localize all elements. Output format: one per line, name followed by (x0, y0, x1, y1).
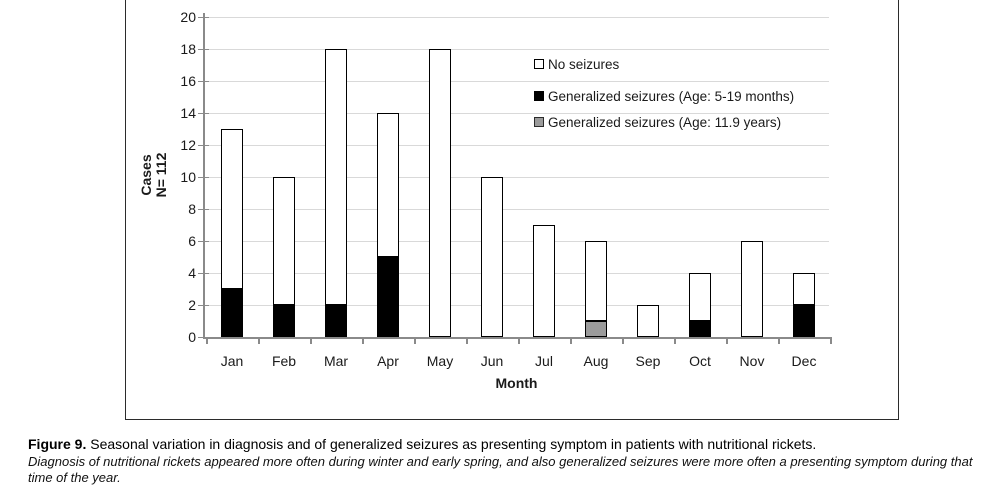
gridline-y2 (204, 304, 829, 306)
bar-segment-mar (325, 305, 347, 337)
bar-segment-oct (689, 321, 711, 337)
legend-label: Generalized seizures (Age: 5-19 months) (548, 88, 795, 104)
gridline-y12 (204, 144, 829, 146)
bar-segment-apr (377, 257, 399, 337)
bar-segment-may (429, 49, 451, 337)
bar-segment-jun (481, 177, 503, 337)
figure-caption-italic: Diagnosis of nutritional rickets appeare… (28, 454, 973, 485)
y-tick-label-10: 10 (180, 169, 196, 185)
x-axis-line (203, 336, 830, 339)
y-tick-label-2: 2 (188, 297, 196, 313)
x-tick-label-feb: Feb (271, 353, 297, 369)
legend-item-generalized-seizures-months: Generalized seizures (Age: 5-19 months) (534, 88, 794, 104)
bar-segment-mar (325, 49, 347, 305)
y-axis-title: Cases N= 112 (138, 152, 169, 198)
x-tick-label-apr: Apr (377, 353, 399, 369)
legend-swatch-black-icon (534, 91, 544, 101)
y-tick-label-6: 6 (188, 233, 196, 249)
x-tick-label-nov: Nov (739, 353, 765, 369)
bar-segment-jul (533, 225, 555, 337)
bar-segment-jan (221, 129, 243, 289)
y-tick-label-12: 12 (180, 137, 196, 153)
x-axis-tick-2 (310, 337, 312, 344)
x-axis-tick-9 (674, 337, 676, 344)
legend-swatch-gray-icon (534, 117, 544, 127)
x-tick-label-jul: Jul (535, 353, 553, 369)
x-axis-tick-0 (206, 337, 208, 344)
x-tick-label-mar: Mar (323, 353, 349, 369)
x-axis-tick-5 (466, 337, 468, 344)
legend-swatch-white-icon (534, 59, 544, 69)
x-tick-label-may: May (426, 353, 454, 369)
x-axis-title: Month (495, 375, 538, 391)
x-tick-label-oct: Oct (689, 353, 711, 369)
bar-segment-oct (689, 273, 711, 321)
bar-segment-aug (585, 241, 607, 321)
y-axis-line (203, 13, 205, 339)
y-axis-title-line1: Cases (138, 154, 154, 196)
x-tick-label-sep: Sep (635, 353, 661, 369)
chart-frame (125, 0, 899, 420)
gridline-y4 (204, 272, 829, 274)
y-tick-label-8: 8 (188, 201, 196, 217)
x-tick-label-jan: Jan (220, 353, 244, 369)
bar-segment-jan (221, 289, 243, 337)
gridline-y14 (204, 112, 829, 114)
bar-segment-feb (273, 305, 295, 337)
figure-caption: Figure 9. Seasonal variation in diagnosi… (28, 436, 990, 453)
x-axis-tick-8 (622, 337, 624, 344)
x-axis-tick-4 (414, 337, 416, 344)
y-tick-label-16: 16 (180, 73, 196, 89)
y-axis-tick-12 (198, 144, 209, 146)
legend-item-generalized-seizures-years: Generalized seizures (Age: 11.9 years) (534, 114, 781, 130)
bar-segment-apr (377, 113, 399, 257)
y-axis-title-line2: N= 112 (153, 152, 169, 198)
x-axis-tick-12 (830, 337, 832, 344)
x-axis-tick-3 (362, 337, 364, 344)
y-axis-tick-14 (198, 112, 209, 114)
y-axis-tick-18 (198, 48, 209, 50)
y-tick-label-18: 18 (180, 41, 196, 57)
gridline-y20 (204, 16, 829, 18)
gridline-y6 (204, 240, 829, 242)
x-tick-label-aug: Aug (583, 353, 609, 369)
y-tick-label-4: 4 (188, 265, 196, 281)
y-axis-tick-10 (198, 176, 209, 178)
gridline-y10 (204, 176, 829, 178)
gridline-y8 (204, 208, 829, 210)
x-axis-tick-6 (518, 337, 520, 344)
bar-segment-sep (637, 305, 659, 337)
gridline-y18 (204, 48, 829, 50)
bar-segment-feb (273, 177, 295, 305)
y-axis-tick-16 (198, 80, 209, 82)
bar-segment-dec (793, 305, 815, 337)
y-axis-tick-2 (198, 304, 209, 306)
figure-caption-label: Figure 9. (28, 436, 87, 452)
legend-item-no-seizures: No seizures (534, 56, 619, 72)
y-tick-label-0: 0 (188, 329, 196, 345)
x-tick-label-dec: Dec (791, 353, 817, 369)
bar-segment-dec (793, 273, 815, 305)
figure-caption-text: Seasonal variation in diagnosis and of g… (86, 436, 817, 452)
x-axis-tick-10 (726, 337, 728, 344)
x-axis-tick-1 (258, 337, 260, 344)
y-axis-tick-4 (198, 272, 209, 274)
bar-segment-nov (741, 241, 763, 337)
y-axis-tick-6 (198, 240, 209, 242)
y-tick-label-14: 14 (180, 105, 196, 121)
y-axis-tick-20 (198, 16, 209, 18)
legend-label: No seizures (548, 56, 620, 72)
x-tick-label-jun: Jun (480, 353, 504, 369)
y-axis-tick-8 (198, 208, 209, 210)
x-axis-tick-7 (570, 337, 572, 344)
y-tick-label-20: 20 (180, 9, 196, 25)
legend-label: Generalized seizures (Age: 11.9 years) (548, 114, 782, 130)
x-axis-tick-11 (778, 337, 780, 344)
gridline-y16 (204, 80, 829, 82)
bar-segment-aug (585, 321, 607, 337)
